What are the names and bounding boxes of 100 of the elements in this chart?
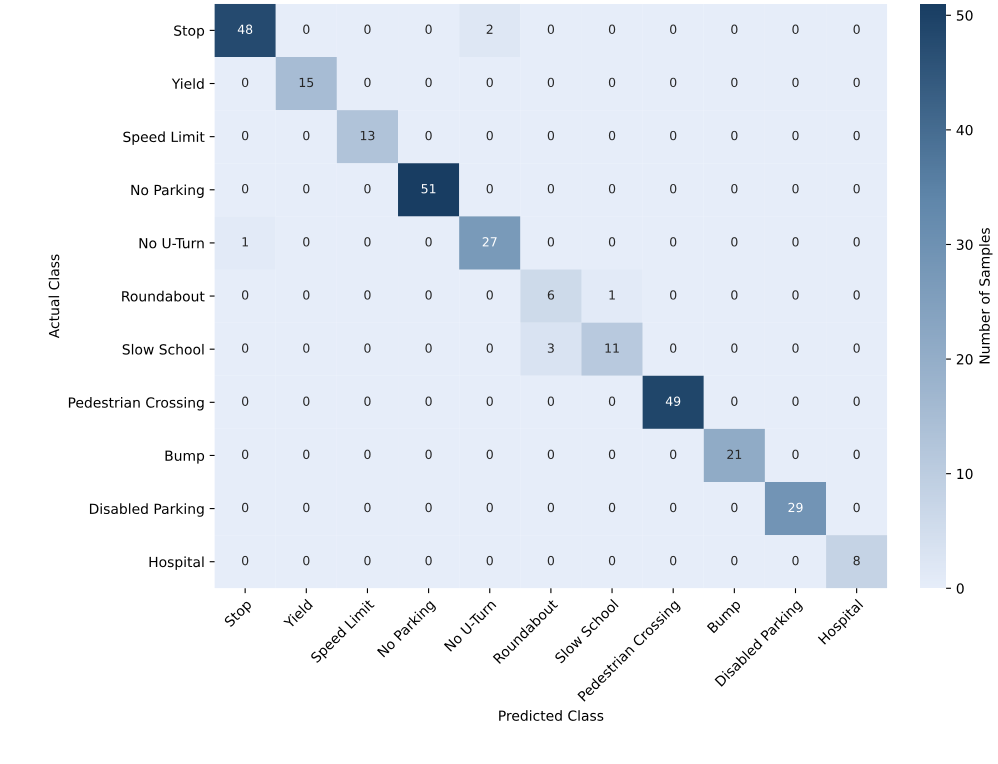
data-label: 1 <box>242 237 248 246</box>
data-label: 0 <box>364 450 371 460</box>
data-label: 6 <box>548 290 554 300</box>
data-label: 0 <box>670 502 676 512</box>
data-label: 2 <box>486 24 492 34</box>
data-label: 0 <box>303 396 310 406</box>
y-tick-label: Hospital <box>150 556 204 570</box>
data-label: 0 <box>486 130 493 140</box>
color-bar-label: 50 <box>956 10 973 21</box>
data-label: 0 <box>486 184 493 194</box>
data-label: 0 <box>731 78 738 88</box>
data-label: 0 <box>364 237 371 247</box>
data-label: 0 <box>608 556 616 566</box>
color-bar-label: 40 <box>956 124 973 136</box>
data-label: 0 <box>548 78 554 88</box>
color-bar-label: 0 <box>956 583 964 594</box>
data-label: 29 <box>788 502 803 512</box>
data-label: 0 <box>670 78 676 88</box>
data-label: 0 <box>792 396 799 406</box>
data-label: 0 <box>792 237 799 247</box>
data-label: 27 <box>482 237 497 246</box>
data-label: 0 <box>548 502 554 512</box>
data-label: 0 <box>731 184 738 194</box>
data-label: 0 <box>853 290 860 300</box>
data-label: 0 <box>792 556 799 566</box>
data-label: 0 <box>608 184 616 194</box>
data-label: 48 <box>238 24 252 34</box>
data-label: 0 <box>364 556 371 566</box>
data-label: 0 <box>242 502 248 512</box>
y-tick-label: Yield <box>172 78 204 89</box>
data-label: 0 <box>853 237 860 247</box>
data-label: 0 <box>364 24 371 34</box>
y-tick-label: Bump <box>166 450 204 464</box>
data-label: 0 <box>242 450 248 460</box>
data-label: 0 <box>242 556 248 566</box>
data-label: 0 <box>731 130 738 140</box>
data-label: 0 <box>670 184 676 194</box>
data-label: 0 <box>792 78 799 88</box>
color-bar-label: 30 <box>956 239 973 250</box>
y-tick-label: Disabled Parking <box>90 503 204 517</box>
y-tick-label: Pedestrian Crossing <box>68 397 204 410</box>
data-label: 0 <box>608 130 616 140</box>
data-label: 0 <box>425 237 432 247</box>
data-label: 0 <box>853 78 860 88</box>
data-label: 0 <box>792 290 799 300</box>
data-label: 0 <box>425 396 432 406</box>
data-label: 0 <box>731 502 738 512</box>
data-label: 0 <box>548 396 554 406</box>
data-label: 0 <box>486 290 493 300</box>
data-label: 0 <box>303 450 310 460</box>
data-label: 0 <box>486 343 493 353</box>
data-label: 0 <box>364 502 371 512</box>
y-tick-label: No Parking <box>131 184 204 198</box>
data-label: 0 <box>303 184 310 194</box>
data-label: 0 <box>853 343 860 353</box>
y-tick-label: Slow School <box>122 344 204 355</box>
data-label: 0 <box>425 556 432 566</box>
y-tick-label: Speed Limit <box>123 131 205 145</box>
data-label: 0 <box>792 184 799 194</box>
data-label: 0 <box>364 78 371 88</box>
data-label: 0 <box>792 343 799 353</box>
y-tick-label: Roundabout <box>122 290 205 302</box>
data-label: 0 <box>853 24 860 34</box>
data-label: 0 <box>486 556 493 566</box>
data-label: 0 <box>731 396 738 406</box>
y-axis-title: Actual Class <box>48 254 60 338</box>
data-label: 0 <box>425 502 432 512</box>
data-label: 15 <box>300 78 314 88</box>
data-label: 0 <box>242 343 248 353</box>
data-label: 0 <box>242 78 248 88</box>
data-label: 0 <box>303 502 310 512</box>
data-label: 0 <box>792 24 799 34</box>
data-label: 0 <box>670 237 676 247</box>
data-label: 0 <box>548 237 554 247</box>
data-label: 0 <box>792 450 799 460</box>
y-tick-label: Stop <box>174 25 204 39</box>
data-label: 0 <box>670 290 676 300</box>
data-label: 0 <box>548 130 554 140</box>
data-label: 0 <box>670 130 676 140</box>
data-label: 0 <box>548 556 554 566</box>
data-label: 0 <box>486 450 493 460</box>
data-label: 0 <box>731 24 738 34</box>
data-label: 0 <box>486 502 493 512</box>
data-label: 0 <box>425 130 432 140</box>
data-label: 0 <box>608 502 616 512</box>
data-label: 0 <box>670 343 676 353</box>
data-label: 0 <box>670 556 676 566</box>
data-label: 0 <box>425 290 432 300</box>
data-label: 0 <box>608 450 616 460</box>
data-label: 0 <box>670 24 676 34</box>
y-tick-label: No U-Turn <box>140 238 204 248</box>
data-label: 0 <box>608 78 616 88</box>
data-label: 1 <box>609 290 615 300</box>
data-label: 0 <box>731 290 738 300</box>
data-label: 49 <box>666 396 680 406</box>
data-label: 0 <box>303 556 310 566</box>
data-label: 0 <box>242 290 248 300</box>
data-label: 0 <box>425 24 432 34</box>
data-label: 8 <box>854 556 860 566</box>
data-label: 0 <box>242 396 248 406</box>
